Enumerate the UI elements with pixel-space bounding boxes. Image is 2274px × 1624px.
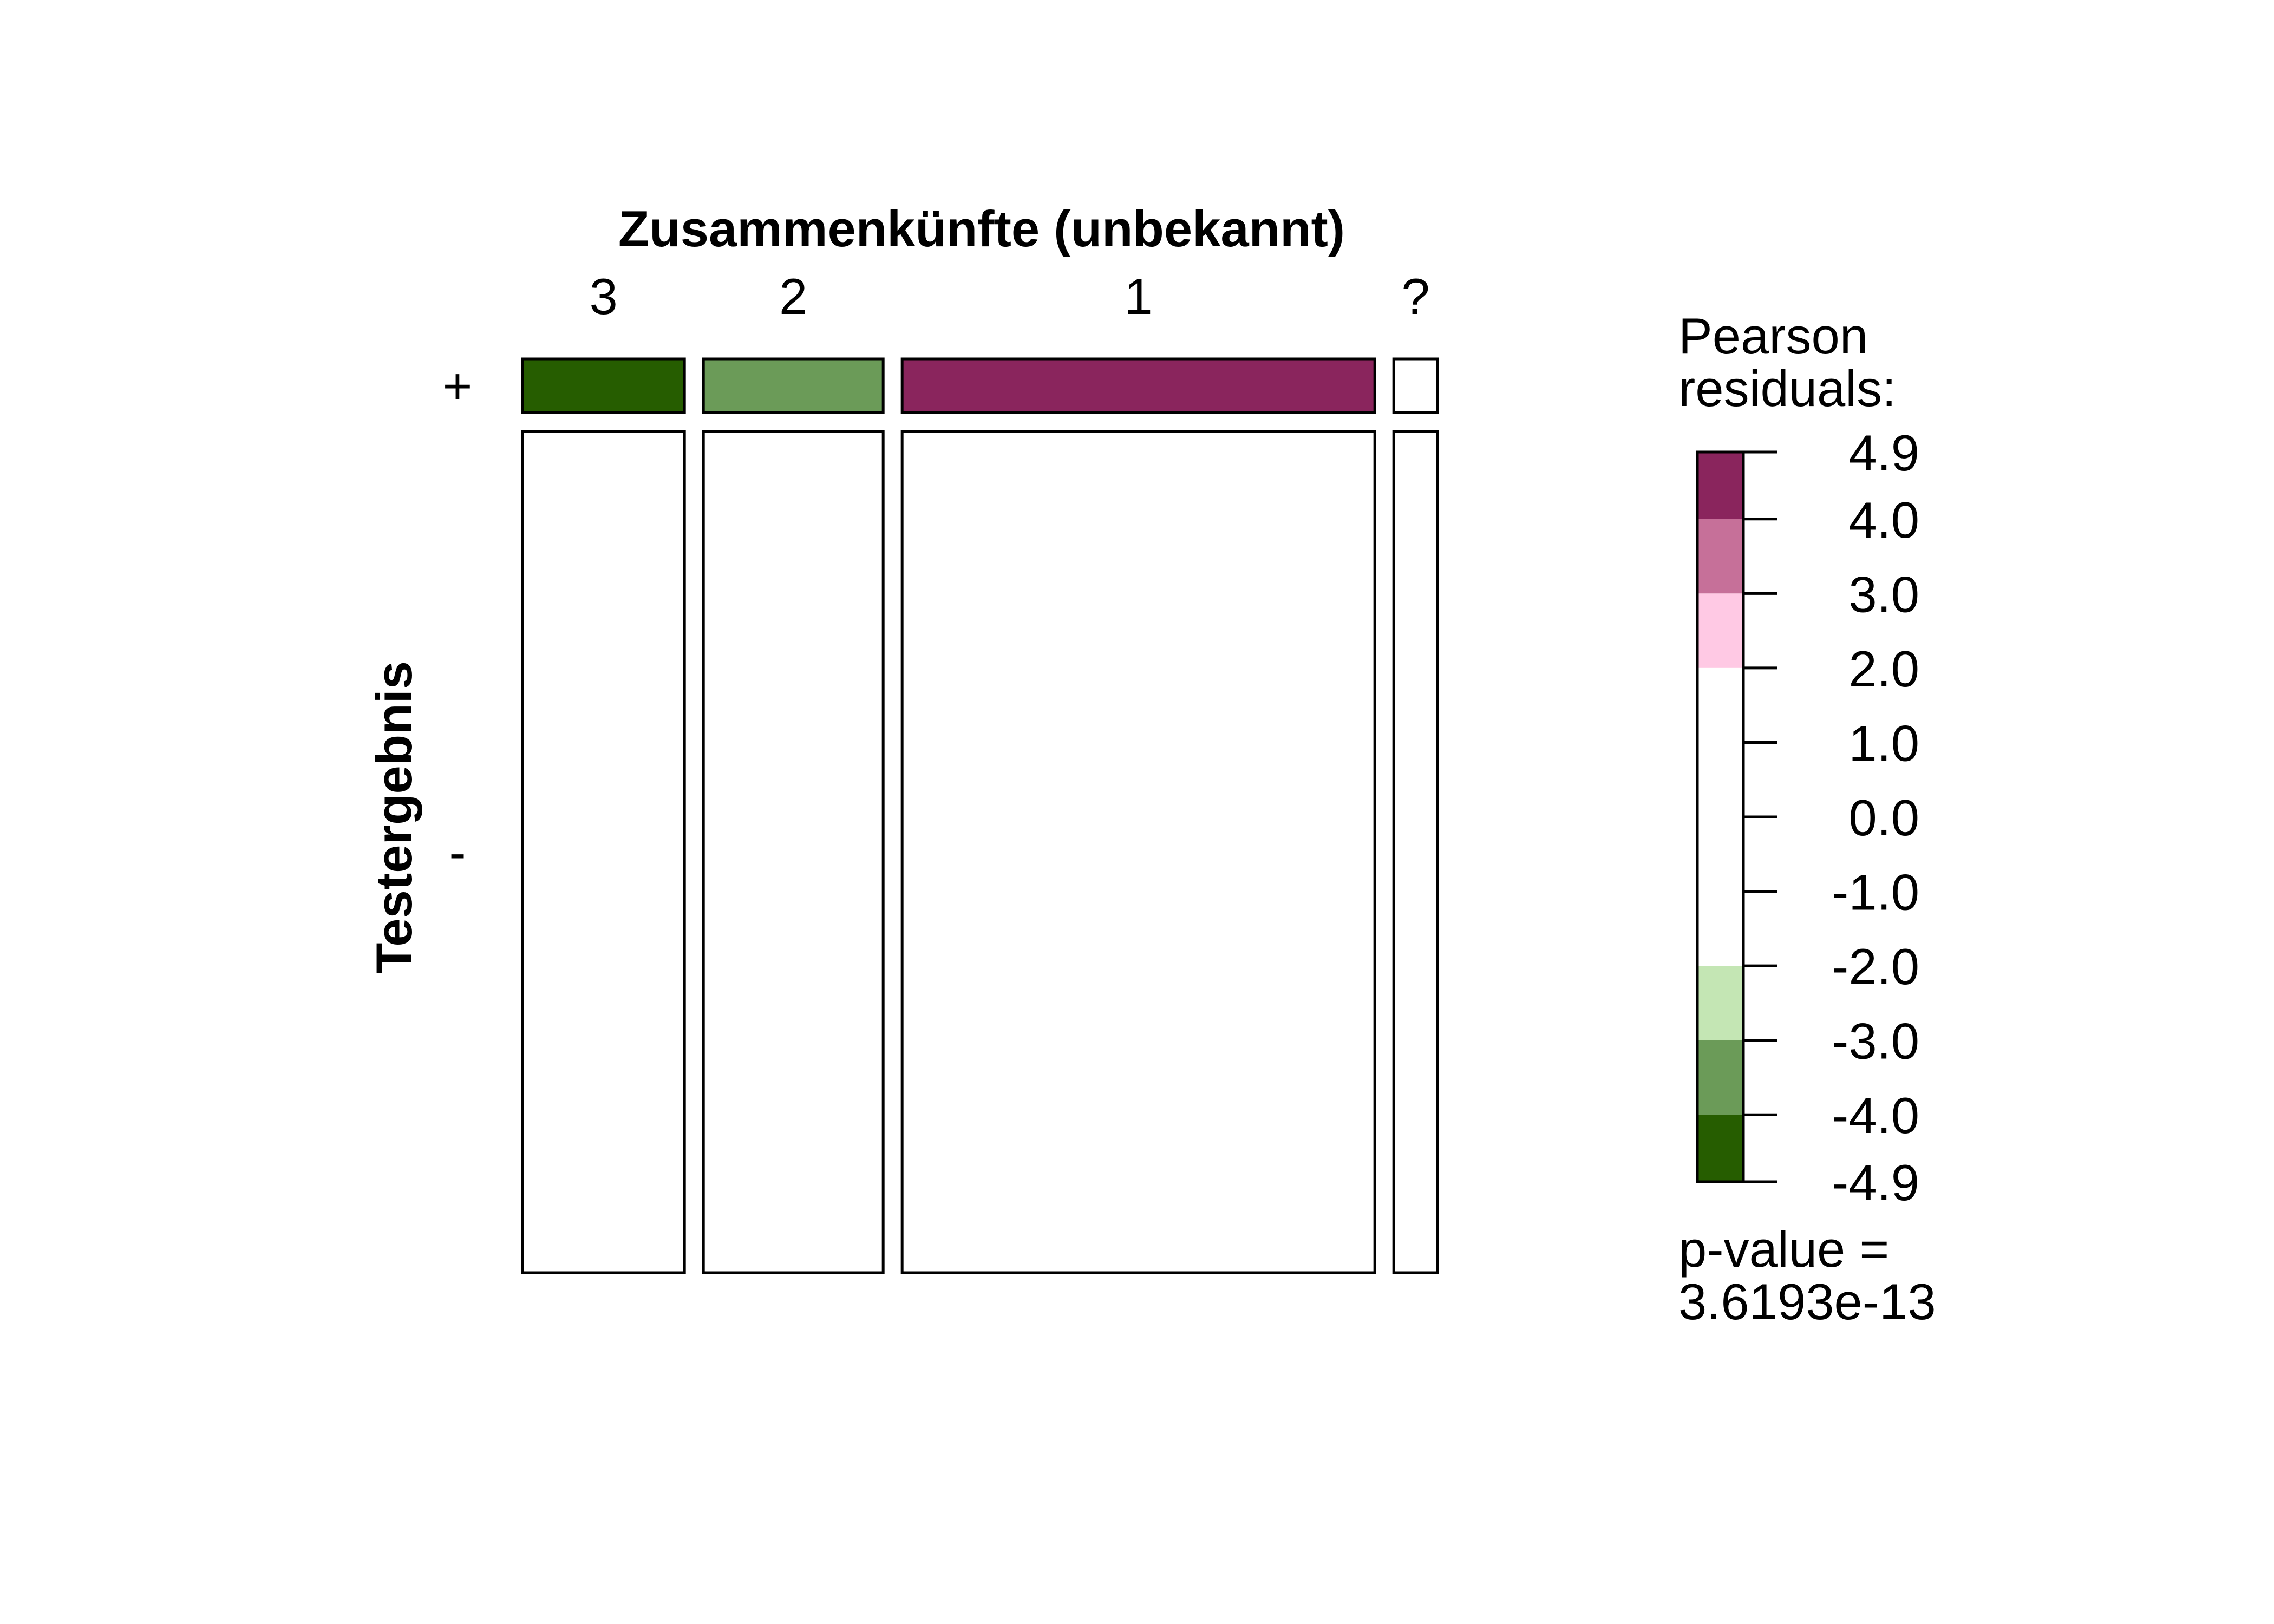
mosaic-tile [702,357,885,414]
legend-tick-label: -3.0 [1832,1013,1919,1070]
column-label: 3 [589,268,617,325]
legend-band [1697,452,1743,519]
column-label: 1 [1125,268,1153,325]
mosaic-tile [521,430,686,1274]
legend-band [1697,1040,1743,1115]
p-value-label: p-value = [1678,1221,1889,1278]
legend-tick-label: -4.0 [1832,1087,1919,1144]
legend-tick-label: 4.0 [1848,492,1919,548]
residual-legend: Pearson residuals: 4.9 4.0 3.0 2.0 1.0 0.0 -1.… [1678,307,1936,1330]
p-value-number: 3.6193e-13 [1678,1273,1936,1330]
legend-band [1697,593,1743,668]
legend-tick-label: 0.0 [1848,789,1919,846]
mosaic-tile [521,357,686,414]
mosaic-tile [900,430,1376,1274]
row-label-plus: + [443,358,473,415]
column-label: ? [1401,268,1429,325]
legend-tick-label: -2.0 [1832,938,1919,995]
row-label-minus: - [449,824,466,881]
legend-tick-label: -1.0 [1832,864,1919,921]
column-label: 2 [779,268,807,325]
legend-tick-label: 2.0 [1848,640,1919,697]
legend-title-line-2: residuals: [1678,360,1896,417]
y-axis-title: Testergebnis [365,661,422,974]
row-labels: +- [443,358,473,881]
mosaic-tile [1392,430,1439,1274]
legend-tick-label: 3.0 [1848,566,1919,623]
mosaic-tile [900,357,1376,414]
x-axis-title: Zusammenkünfte (unbekannt) [618,200,1345,257]
mosaic-tile [702,430,885,1274]
mosaic-tiles [521,357,1439,1274]
column-labels: 3 2 1? [589,268,1429,325]
legend-ticks: 4.9 4.0 3.0 2.0 1.0 0.0 -1.0 -2.0 -3.0 -4.0 -4.9 [1743,424,1919,1211]
legend-title-line-1: Pearson [1678,307,1868,364]
legend-tick-label: 4.9 [1848,424,1919,481]
legend-tick-label: -4.9 [1832,1154,1919,1211]
mosaic-tile [1392,357,1439,414]
legend-band [1697,1115,1743,1182]
legend-tick-label: 1.0 [1848,715,1919,771]
legend-color-bar [1696,450,1745,1183]
legend-band [1697,966,1743,1040]
legend-band [1697,519,1743,594]
legend-band [1697,667,1743,966]
